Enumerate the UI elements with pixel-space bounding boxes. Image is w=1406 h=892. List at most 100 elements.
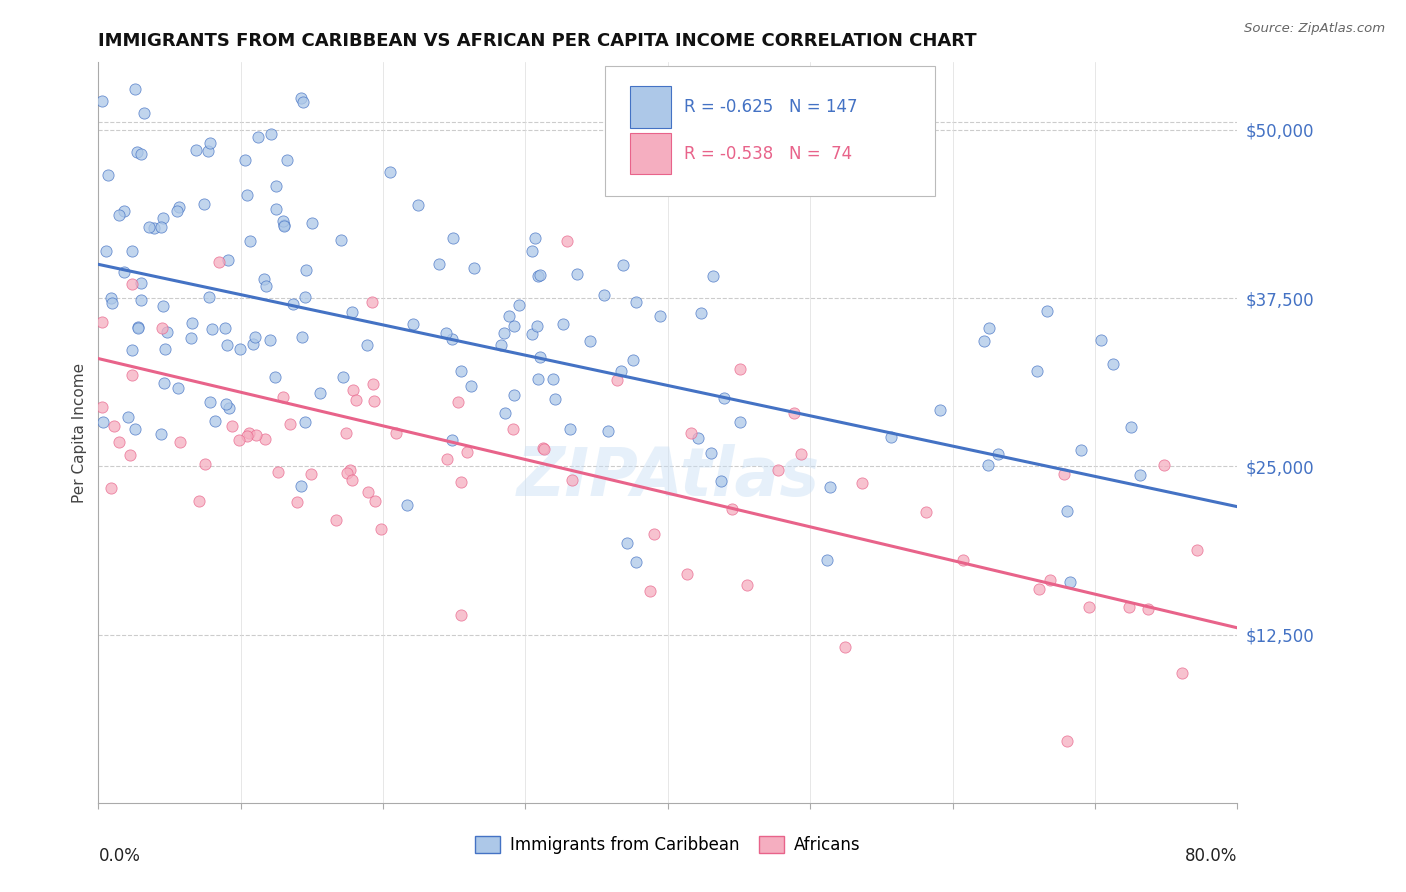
Point <box>567 267 589 281</box>
Point <box>180 331 202 345</box>
Point <box>1187 542 1209 557</box>
Point <box>242 337 264 351</box>
Legend: Immigrants from Caribbean, Africans: Immigrants from Caribbean, Africans <box>468 830 868 861</box>
Text: 80.0%: 80.0% <box>1185 847 1237 865</box>
Point <box>153 343 176 357</box>
Point <box>90 401 112 415</box>
Point <box>1137 602 1160 616</box>
Point <box>264 369 287 384</box>
Point <box>342 383 364 397</box>
Point <box>363 393 385 408</box>
Point <box>254 278 277 293</box>
Point <box>290 330 312 344</box>
Point <box>264 202 287 216</box>
Point <box>285 495 308 509</box>
Point <box>436 452 458 467</box>
Point <box>276 153 298 167</box>
Point <box>215 338 238 352</box>
Point <box>502 319 524 334</box>
Point <box>214 320 236 334</box>
Point <box>1171 666 1194 681</box>
Point <box>166 203 188 218</box>
Point <box>340 473 363 487</box>
Point <box>294 415 316 429</box>
Point <box>463 260 485 275</box>
Point <box>100 291 122 305</box>
Point <box>121 343 143 357</box>
Point <box>335 426 357 441</box>
Point <box>266 465 288 479</box>
Point <box>94 244 117 258</box>
Point <box>489 338 512 352</box>
Point <box>1026 364 1049 378</box>
Point <box>541 372 564 386</box>
Point <box>1056 733 1078 747</box>
Point <box>385 425 408 440</box>
Point <box>973 334 995 348</box>
Text: Source: ZipAtlas.com: Source: ZipAtlas.com <box>1244 22 1385 36</box>
Point <box>406 198 429 212</box>
Point <box>108 434 131 449</box>
Point <box>1039 573 1062 587</box>
Point <box>184 143 207 157</box>
Point <box>728 362 751 376</box>
Point <box>533 441 555 455</box>
Point <box>1153 458 1175 472</box>
Point <box>152 299 174 313</box>
Point <box>1070 443 1092 458</box>
Point <box>278 417 301 432</box>
Point <box>90 94 112 108</box>
Point <box>363 493 385 508</box>
Point <box>221 419 243 434</box>
Point <box>361 294 384 309</box>
Point <box>616 536 638 550</box>
Point <box>880 429 903 443</box>
Point <box>713 392 735 406</box>
Point <box>710 474 733 488</box>
Point <box>928 403 950 417</box>
Point <box>149 427 172 442</box>
Point <box>208 255 231 269</box>
Point <box>434 326 457 340</box>
Text: IMMIGRANTS FROM CARIBBEAN VS AFRICAN PER CAPITA INCOME CORRELATION CHART: IMMIGRANTS FROM CARIBBEAN VS AFRICAN PER… <box>98 32 977 50</box>
Point <box>308 386 330 401</box>
Point <box>127 145 149 159</box>
Point <box>450 475 472 490</box>
Point <box>167 381 190 395</box>
Point <box>198 290 221 304</box>
Point <box>91 415 114 429</box>
Point <box>90 315 112 329</box>
Point <box>245 428 267 442</box>
Text: R = -0.625   N = 147: R = -0.625 N = 147 <box>683 98 858 116</box>
Point <box>218 401 240 416</box>
Point <box>281 297 304 311</box>
Point <box>690 306 713 320</box>
Point <box>124 421 146 435</box>
Point <box>977 458 1000 472</box>
Point <box>1129 467 1152 482</box>
Point <box>520 326 543 341</box>
Point <box>460 379 482 393</box>
Point <box>271 390 294 404</box>
Point <box>440 434 463 448</box>
Point <box>450 364 472 378</box>
Point <box>121 244 143 259</box>
Point <box>977 321 1000 335</box>
Point <box>253 272 276 286</box>
Point <box>502 387 524 401</box>
Point <box>783 406 806 420</box>
Point <box>643 526 665 541</box>
Point <box>290 91 312 105</box>
Point <box>494 326 516 340</box>
Point <box>612 258 634 272</box>
Point <box>294 290 316 304</box>
Point <box>526 371 548 385</box>
Point <box>728 415 751 429</box>
Point <box>236 429 259 443</box>
Point <box>299 467 322 481</box>
Text: R = -0.538   N =  74: R = -0.538 N = 74 <box>683 145 852 162</box>
Point <box>239 235 262 249</box>
Point <box>450 607 472 622</box>
Point <box>544 392 567 407</box>
Point <box>520 244 543 259</box>
